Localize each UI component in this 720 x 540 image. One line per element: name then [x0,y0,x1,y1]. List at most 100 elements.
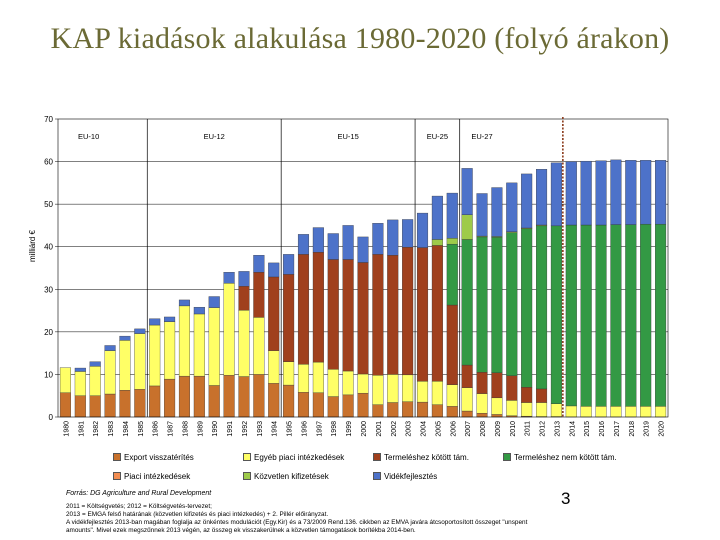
x-tick-label: 1981 [78,421,85,437]
x-tick-label: 2010 [510,421,517,437]
x-tick-label: 2011 [525,421,532,436]
legend-label: Piaci intézkedések [124,472,190,481]
bar-segment [313,362,324,393]
legend-label: Termeléshez nem kötött tám. [514,453,617,462]
bar-segment [328,369,339,396]
x-tick-label: 1987 [168,421,175,437]
legend-item-market: Piaci intézkedések [113,472,190,481]
x-tick-label: 1991 [227,421,234,437]
legend-swatch [373,472,381,480]
bar-segment [164,379,175,417]
x-tick-label: 1996 [301,421,308,437]
bar-segment [462,411,473,417]
bar-segment [283,385,294,417]
bar-segment [268,263,279,277]
legend-swatch [113,472,121,480]
bar-segment [387,255,398,374]
footnote-line: 2013 = EMGA felső határának (közvetlen k… [66,511,328,518]
bar-segment [447,244,458,305]
bar-segment [328,259,339,369]
bar-segment [417,381,428,402]
bar-segment [179,300,190,306]
bar-segment [194,376,205,417]
footnote-line: A vidékfejlesztés 2013-ban magában fogla… [66,519,527,526]
y-tick-label: 70 [44,115,53,124]
x-tick-label: 2016 [599,421,606,437]
bar-segment [224,272,235,283]
bar-segment [625,160,636,224]
x-tick-label: 2015 [584,421,591,437]
x-tick-label: 1990 [212,421,219,437]
bar-segment [209,308,220,386]
bar-segment [328,234,339,260]
x-tick-label: 2014 [569,421,576,437]
bar-segment [640,406,651,417]
legend-label: Közvetlen kifizetések [254,472,329,481]
x-tick-label: 2013 [554,421,561,437]
bar-segment [298,234,309,254]
bar-segment [625,225,636,407]
enlargement-label: EU-12 [204,132,225,141]
bar-segment [640,160,651,224]
bar-segment [194,314,205,376]
x-tick-label: 2020 [659,421,666,437]
bar-segment [358,393,369,417]
x-tick-label: 1992 [242,421,249,437]
bar-segment [432,245,443,381]
x-tick-label: 2001 [376,421,383,437]
bar-segment [402,375,413,402]
x-tick-label: 1993 [257,421,264,437]
y-axis-label: milliárd € [28,229,37,262]
bar-segment [477,194,488,237]
bar-segment [462,215,473,240]
legend-swatch [243,472,251,480]
bar-segment [581,225,592,406]
bar-segment [253,374,264,417]
bar-segment [462,365,473,388]
bar-segment [149,319,160,325]
bar-segment [313,228,324,253]
bar-segment [462,388,473,411]
bar-segment [492,373,503,398]
bar-segment [134,389,145,417]
legend-item-other-market: Egyéb piaci intézkedések [243,453,344,462]
x-tick-label: 2019 [644,421,651,437]
bar-segment [596,225,607,406]
y-tick-label: 10 [44,370,53,379]
bar-segment [253,272,264,317]
bar-segment [432,381,443,404]
bar-segment [506,400,517,415]
bar-segment [447,238,458,244]
bar-segment [253,255,264,272]
bar-segment [313,393,324,417]
bar-segment [506,233,517,376]
bar-segment [239,271,250,286]
bar-segment [268,277,279,351]
x-tick-label: 1984 [123,421,130,437]
y-tick-label: 0 [49,413,54,422]
bar-segment [417,213,428,247]
bar-segment [90,366,101,395]
bar-segment [373,254,384,375]
legend-swatch [373,453,381,461]
bar-segment [402,247,413,375]
bar-segment [343,371,354,395]
x-tick-label: 1995 [287,421,294,437]
bar-segment [492,237,503,372]
bar-segment [239,286,250,310]
bar-segment [521,229,532,387]
bar-segment [120,340,131,390]
x-tick-label: 1980 [63,421,70,437]
bar-segment [239,377,250,417]
bar-segment [492,398,503,415]
bar-segment [596,161,607,225]
bar-segment [75,396,86,417]
bar-segment [105,394,116,417]
legend-label: Vidékfejlesztés [384,472,437,481]
bar-segment [506,183,517,232]
bar-segment [343,395,354,417]
x-tick-label: 2012 [540,421,547,437]
bar-segment [75,368,86,371]
x-tick-label: 1997 [316,421,323,437]
bar-segment [611,160,622,225]
